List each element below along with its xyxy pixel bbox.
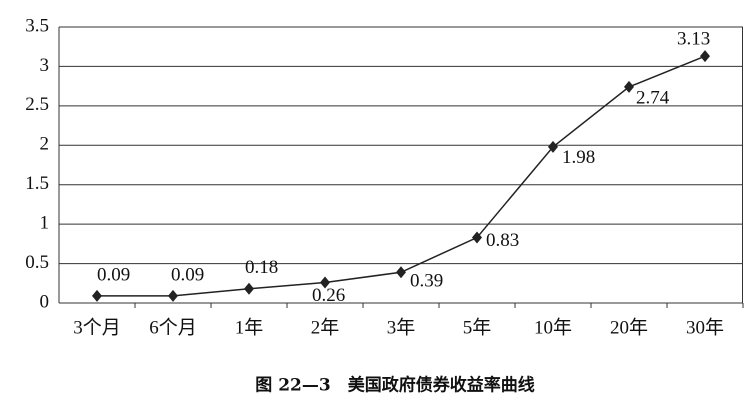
x-tick-label: 5年 xyxy=(463,316,492,338)
marker xyxy=(624,80,634,93)
x-tick-label: 30年 xyxy=(686,316,724,338)
marker xyxy=(244,282,254,295)
data-label: 1.98 xyxy=(562,147,595,168)
data-label: 0.83 xyxy=(486,230,519,251)
x-tick-label: 3个月 xyxy=(73,316,121,338)
data-label: 2.74 xyxy=(636,87,670,108)
marker xyxy=(320,276,330,289)
marker xyxy=(168,289,178,302)
marker xyxy=(396,266,406,279)
y-tick-label: 1 xyxy=(40,213,50,234)
data-label: 0.26 xyxy=(312,285,345,306)
y-tick-label: 0.5 xyxy=(25,252,49,273)
marker xyxy=(700,50,710,63)
x-tick-label: 6个月 xyxy=(149,316,197,338)
data-label: 0.09 xyxy=(171,264,204,285)
y-tick-label: 3 xyxy=(40,55,50,76)
x-tick-label: 1年 xyxy=(235,316,264,338)
x-tick-label: 10年 xyxy=(534,316,572,338)
x-tick-label: 20年 xyxy=(610,316,648,338)
marker xyxy=(92,289,102,302)
y-tick-label: 3.5 xyxy=(25,15,49,36)
data-label: 0.18 xyxy=(245,257,278,278)
y-tick-label: 2.5 xyxy=(25,94,49,115)
y-tick-label: 0 xyxy=(40,291,50,312)
y-tick-label: 2 xyxy=(40,134,50,155)
x-tick-label: 2年 xyxy=(311,316,340,338)
x-tick-label: 3年 xyxy=(387,316,416,338)
marker xyxy=(472,231,482,244)
data-label: 3.13 xyxy=(677,29,710,50)
data-label: 0.09 xyxy=(97,264,130,285)
marker xyxy=(548,140,558,153)
data-label: 0.39 xyxy=(410,271,443,292)
chart-caption: 图 22—3 美国政府债券收益率曲线 xyxy=(255,375,534,396)
y-tick-label: 1.5 xyxy=(25,173,49,194)
